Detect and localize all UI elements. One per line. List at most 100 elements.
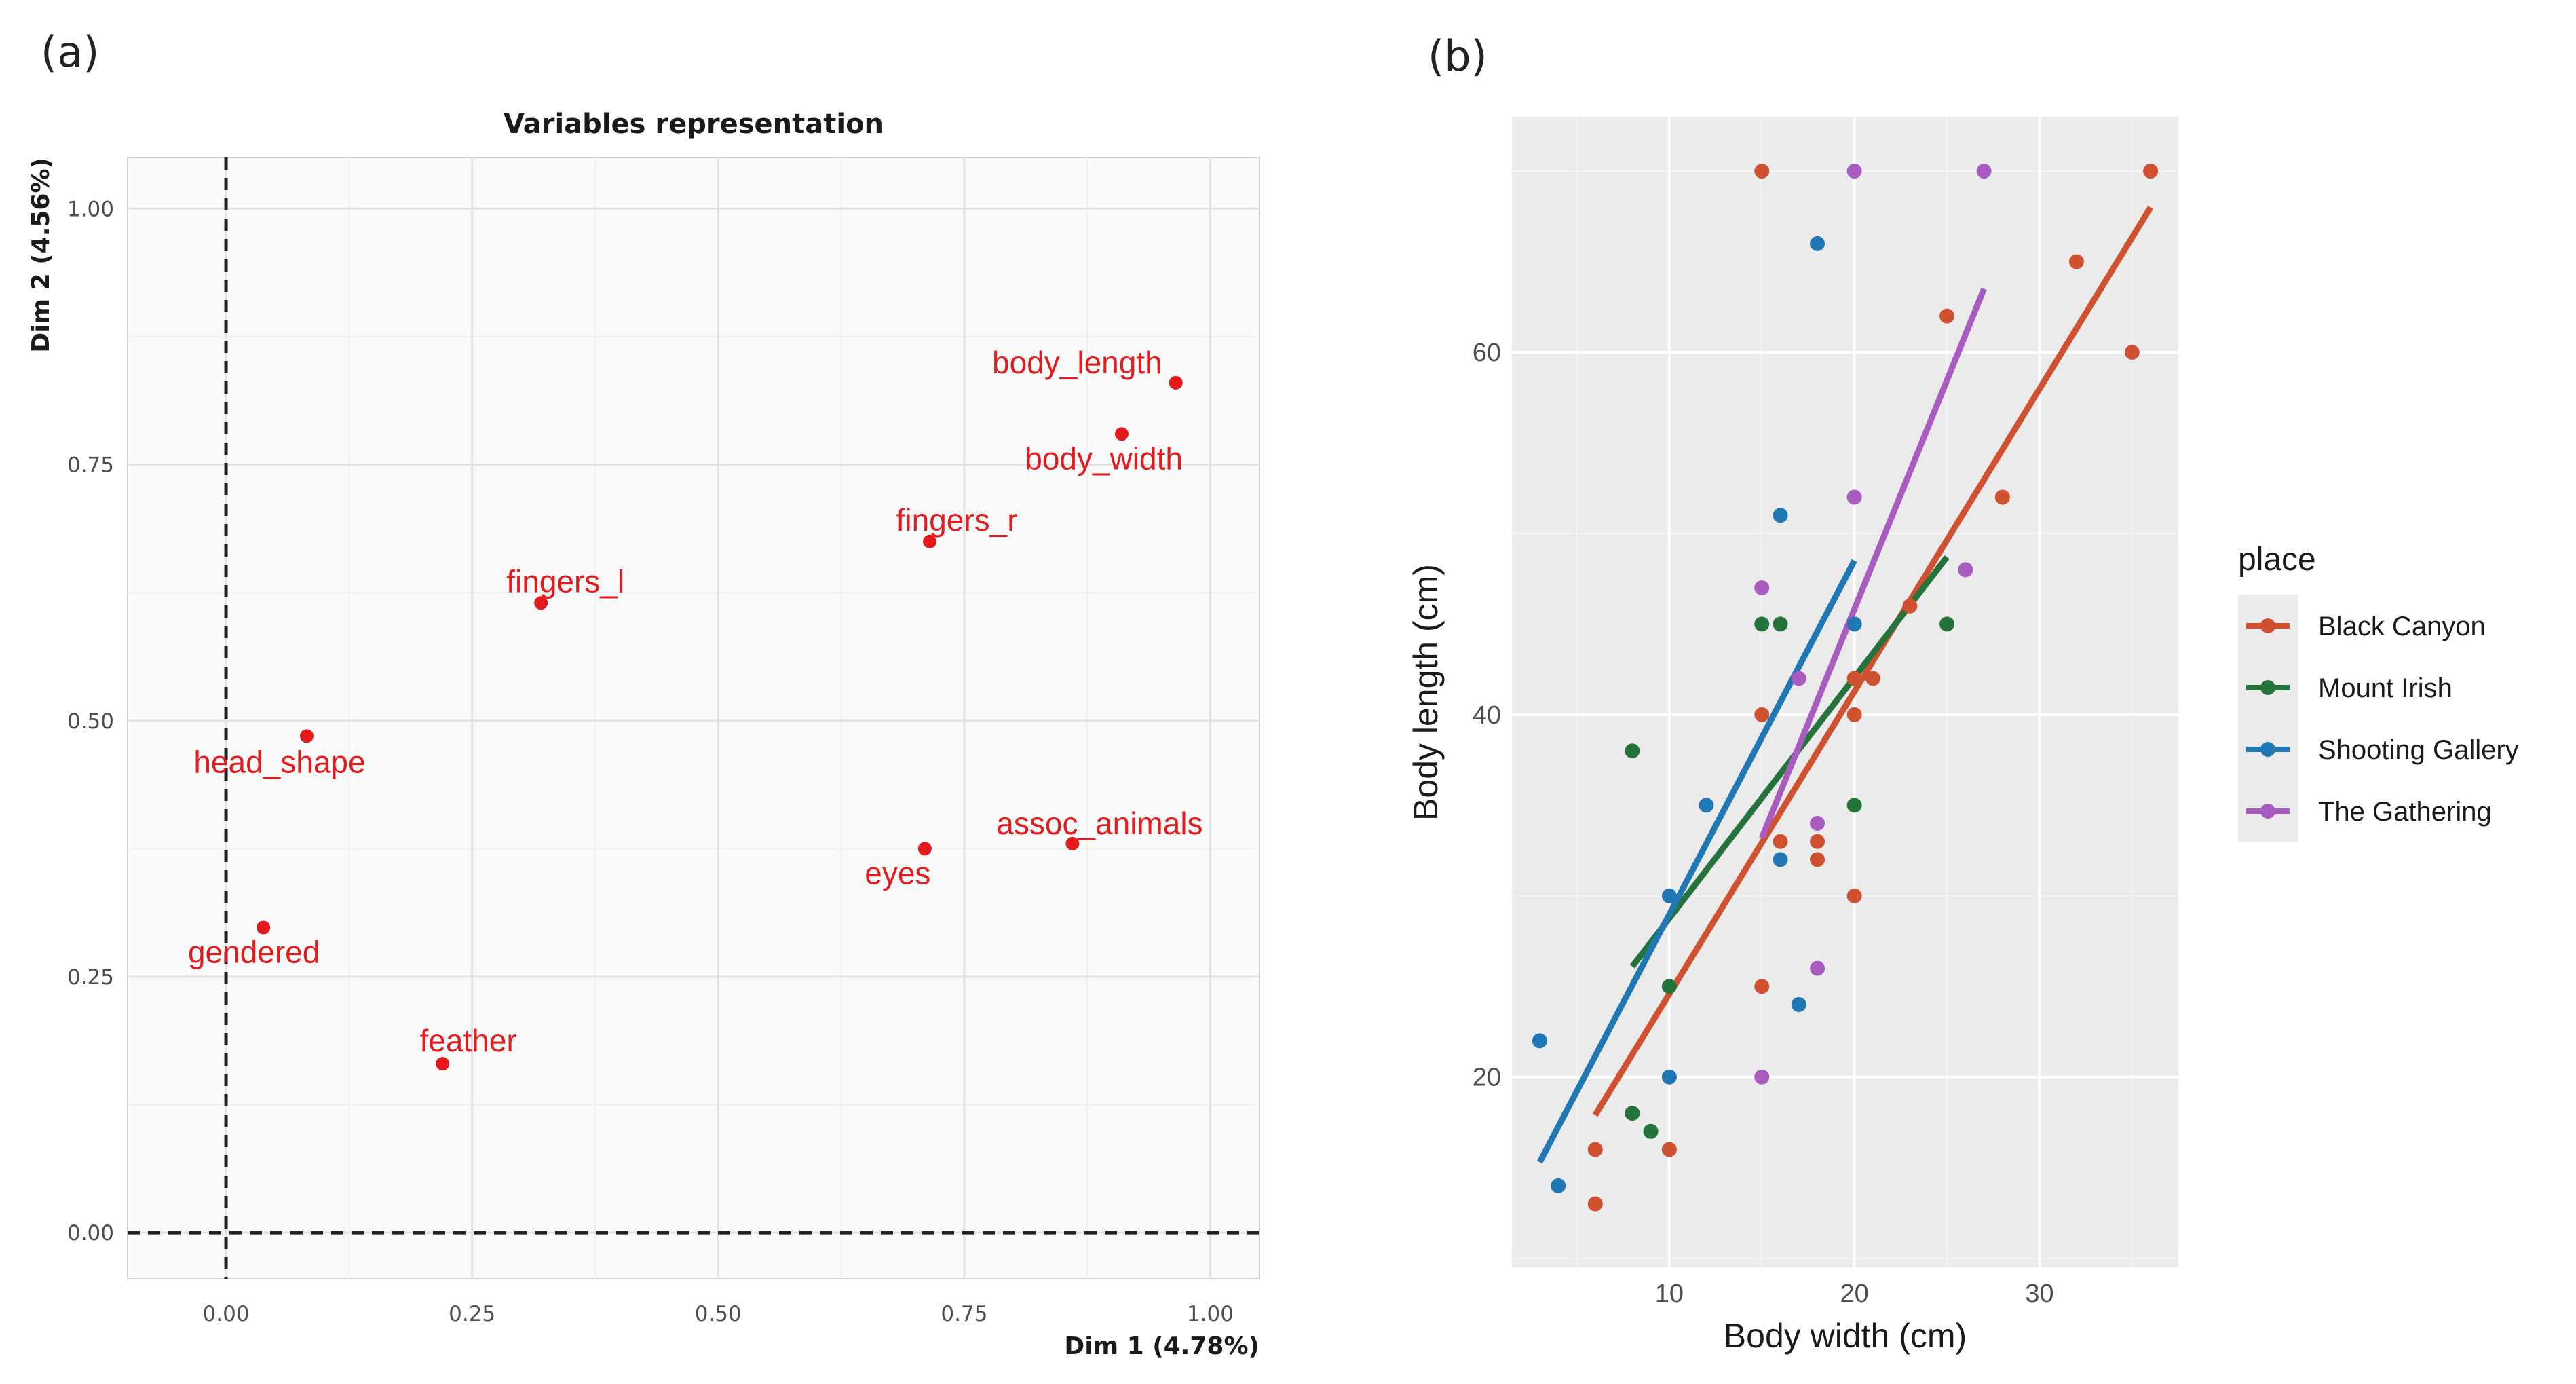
point-black-canyon [1902, 598, 1918, 614]
legend-key-point-black-canyon [2260, 618, 2275, 633]
legend-label-shooting-gallery: Shooting Gallery [2318, 735, 2519, 765]
y-tick-label: 0.50 [67, 709, 114, 734]
point-the-gathering [1976, 164, 1992, 179]
x-tick-label: 0.00 [203, 1302, 250, 1326]
x-tick-label: 0.75 [941, 1302, 987, 1326]
point-label-body-length: body_length [992, 345, 1162, 380]
point-black-canyon [1865, 671, 1880, 686]
point-mount-irish [1754, 616, 1770, 632]
point-label-fingers-r: fingers_r [896, 502, 1018, 538]
y-tick-label: 40 [1473, 701, 1501, 730]
panel-b-gridlines [1512, 117, 2178, 1267]
point-black-canyon [1661, 1142, 1677, 1157]
point-the-gathering [1958, 562, 1973, 578]
x-tick-label: 1.00 [1187, 1302, 1234, 1326]
point-black-canyon [1994, 489, 2010, 505]
point-eyes [917, 842, 932, 856]
point-fingers-r [923, 534, 937, 548]
y-tick-label: 0.00 [67, 1221, 114, 1246]
point-shooting-gallery [1773, 852, 1788, 867]
point-black-canyon [1754, 707, 1770, 722]
panel-a-variables-chart: (a) body_length body_widthfingers_rfinger… [27, 27, 1260, 1360]
point-black-canyon [1810, 834, 1825, 849]
point-label-feather: feather [420, 1023, 517, 1058]
panel-a-y-tick-labels: 0.00 0.25 0.50 0.75 1.00 [67, 197, 114, 1246]
point-black-canyon [2068, 254, 2084, 269]
legend-key-point-the-gathering [2260, 804, 2275, 819]
x-tick-label: 0.25 [449, 1302, 495, 1326]
point-label-gendered: gendered [188, 935, 320, 970]
x-tick-label: 0.50 [695, 1302, 742, 1326]
point-mount-irish [1625, 1106, 1640, 1121]
point-assoc-animals [1065, 836, 1080, 850]
y-tick-label: 0.75 [67, 453, 114, 478]
y-tick-label: 1.00 [67, 197, 114, 221]
y-tick-label: 20 [1473, 1064, 1501, 1092]
point-black-canyon [1846, 671, 1862, 686]
panel-a-x-tick-labels: 0.00 0.25 0.50 0.75 1.00 [203, 1302, 1234, 1326]
point-the-gathering [1810, 816, 1825, 831]
panel-b-y-tick-labels: 20 40 60 [1473, 339, 1501, 1092]
point-mount-irish [1661, 979, 1677, 994]
point-the-gathering [1846, 164, 1862, 179]
point-the-gathering [1846, 489, 1862, 505]
fit-line-shooting-gallery [1536, 559, 1857, 1164]
point-black-canyon [2124, 345, 2140, 360]
panel-b-x-tick-labels: 10 20 30 [1655, 1279, 2054, 1308]
point-shooting-gallery [1846, 616, 1862, 632]
point-label-fingers-l: fingers_l [506, 563, 624, 599]
point-label-eyes: eyes [865, 855, 930, 891]
point-black-canyon [1810, 852, 1825, 867]
point-black-canyon [1846, 888, 1862, 903]
legend-key-point-mount-irish [2260, 680, 2275, 695]
legend-label-black-canyon: Black Canyon [2318, 612, 2486, 641]
point-feather [436, 1057, 450, 1071]
point-fingers-l [534, 596, 548, 610]
panel-a-reference-lines [128, 157, 1259, 1279]
legend-label-the-gathering: The Gathering [2318, 797, 2492, 827]
x-tick-label: 30 [2025, 1279, 2053, 1308]
point-head-shape [299, 729, 314, 743]
point-black-canyon [1754, 164, 1770, 179]
legend-label-mount-irish: Mount Irish [2318, 673, 2452, 703]
fit-line-the-gathering [1759, 287, 1987, 840]
point-mount-irish [1625, 743, 1640, 759]
point-the-gathering [1754, 580, 1770, 596]
point-black-canyon [1773, 834, 1788, 849]
point-black-canyon [2143, 164, 2159, 179]
legend-key-background [2238, 595, 2298, 842]
point-mount-irish [1846, 798, 1862, 813]
point-shooting-gallery [1551, 1178, 1566, 1193]
point-gendered [257, 920, 271, 935]
fit-line-black-canyon [1592, 206, 2153, 1117]
panel-a-x-axis-title: Dim 1 (4.78%) [1064, 1332, 1259, 1360]
panel-a-points [257, 375, 1183, 1071]
point-body-length [1169, 375, 1183, 390]
panel-b-letter: (b) [1428, 31, 1488, 81]
panel-a-title: Variables representation [504, 109, 884, 140]
panel-b-fit-lines [1536, 206, 2153, 1164]
x-tick-label: 10 [1655, 1279, 1684, 1308]
point-label-head-shape: head_shape [193, 744, 365, 779]
point-mount-irish [1643, 1123, 1659, 1139]
point-shooting-gallery [1810, 236, 1825, 251]
y-tick-label: 0.25 [67, 965, 114, 990]
point-the-gathering [1810, 960, 1825, 976]
point-shooting-gallery [1532, 1033, 1547, 1049]
point-mount-irish [1773, 616, 1788, 632]
point-black-canyon [1587, 1196, 1603, 1212]
point-the-gathering [1754, 1069, 1770, 1085]
point-black-canyon [1846, 707, 1862, 722]
point-mount-irish [1939, 616, 1955, 632]
panel-a-y-axis-title: Dim 2 (4.56%) [27, 157, 55, 353]
point-the-gathering [1791, 671, 1806, 686]
point-shooting-gallery [1699, 798, 1714, 813]
panel-b-x-axis-title: Body width (cm) [1724, 1317, 1967, 1355]
point-black-canyon [1587, 1142, 1603, 1157]
point-black-canyon [1939, 308, 1955, 324]
legend-title: place [2238, 542, 2316, 578]
panel-a-plot-background [127, 157, 1260, 1279]
panel-b-y-axis-title: Body length (cm) [1407, 564, 1445, 821]
